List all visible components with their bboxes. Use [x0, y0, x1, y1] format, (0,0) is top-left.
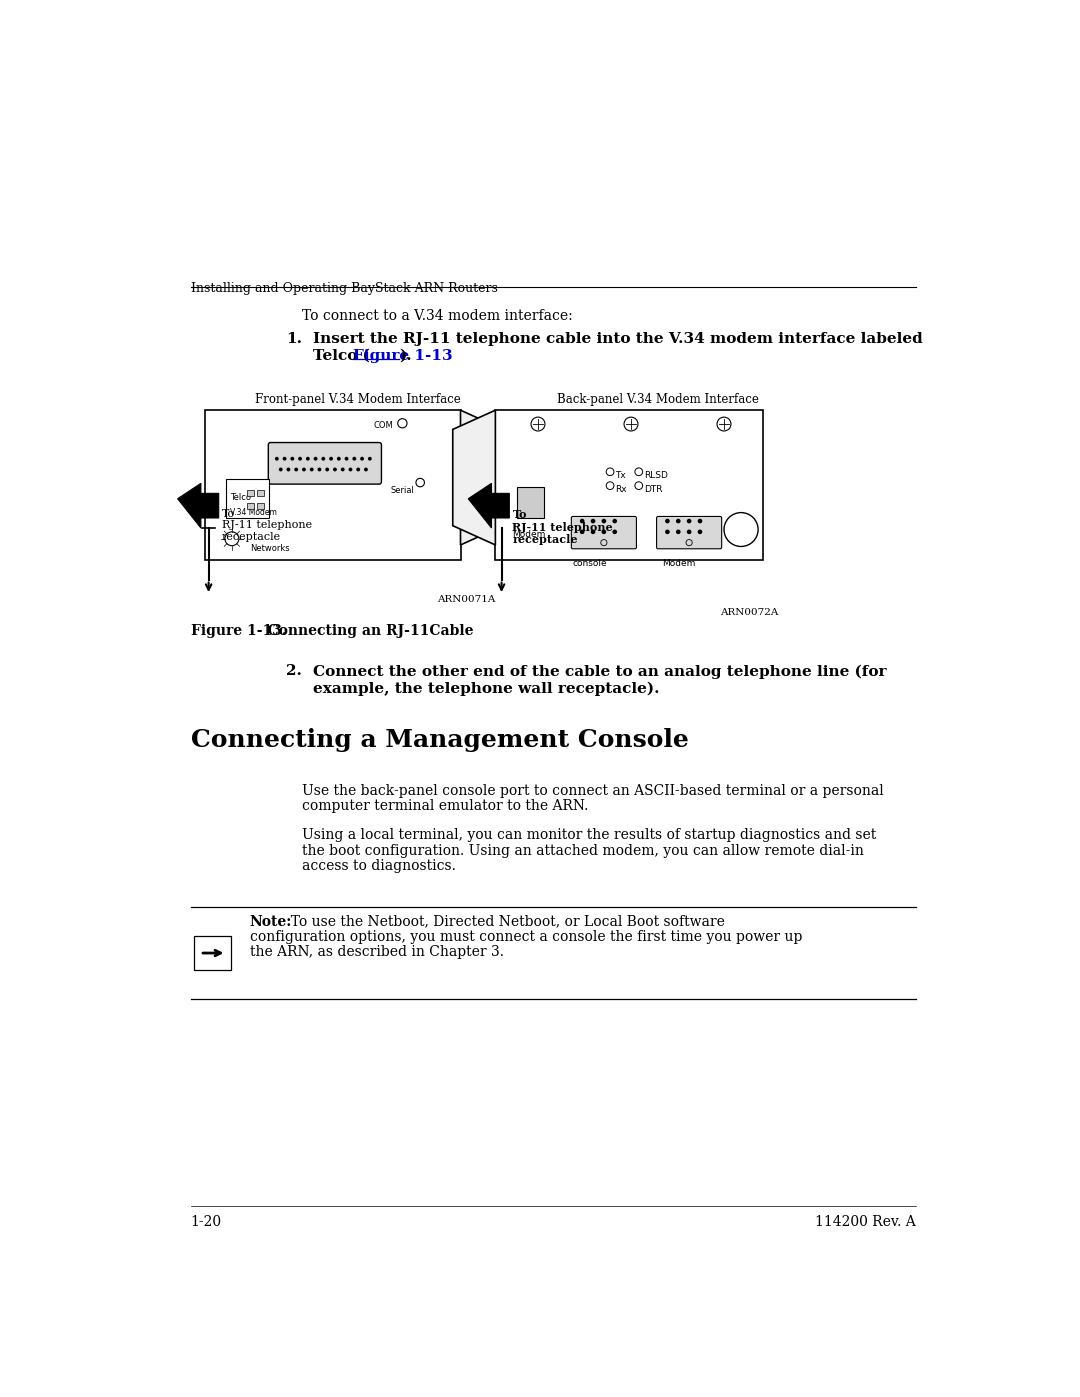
- Circle shape: [687, 529, 691, 534]
- Bar: [205, 411, 460, 560]
- Text: computer terminal emulator to the ARN.: computer terminal emulator to the ARN.: [301, 799, 588, 813]
- Circle shape: [368, 457, 372, 461]
- Text: configuration options, you must connect a console the first time you power up: configuration options, you must connect …: [249, 930, 802, 944]
- Circle shape: [612, 518, 617, 524]
- Circle shape: [286, 468, 291, 471]
- Circle shape: [360, 457, 364, 461]
- Circle shape: [665, 518, 670, 524]
- Bar: [257, 503, 264, 509]
- Text: Connecting a Management Console: Connecting a Management Console: [191, 728, 689, 752]
- Text: To use the Netboot, Directed Netboot, or Local Boot software: To use the Netboot, Directed Netboot, or…: [282, 915, 725, 929]
- Polygon shape: [177, 483, 218, 528]
- Text: Networks: Networks: [249, 545, 289, 553]
- Polygon shape: [460, 411, 503, 545]
- Text: Telco: Telco: [230, 493, 251, 502]
- Text: Connecting an RJ-11Cable: Connecting an RJ-11Cable: [248, 624, 474, 638]
- Circle shape: [310, 468, 313, 471]
- Bar: [496, 411, 762, 560]
- Text: Modem: Modem: [662, 559, 696, 567]
- Text: access to diagnostics.: access to diagnostics.: [301, 859, 456, 873]
- Bar: [247, 503, 254, 509]
- Text: 2.: 2.: [286, 665, 302, 679]
- Text: Front-panel V.34 Modem Interface: Front-panel V.34 Modem Interface: [255, 393, 461, 407]
- Circle shape: [291, 457, 294, 461]
- Circle shape: [322, 457, 325, 461]
- Circle shape: [275, 457, 279, 461]
- Text: Modem: Modem: [512, 529, 545, 538]
- Text: console: console: [572, 559, 607, 567]
- Circle shape: [676, 518, 680, 524]
- Text: Tx: Tx: [616, 471, 626, 481]
- Polygon shape: [469, 483, 510, 528]
- Circle shape: [665, 529, 670, 534]
- Text: RLSD: RLSD: [644, 471, 669, 481]
- Text: Using a local terminal, you can monitor the results of startup diagnostics and s: Using a local terminal, you can monitor …: [301, 828, 876, 842]
- Text: V.34 Modem: V.34 Modem: [230, 509, 276, 517]
- Text: 1.: 1.: [286, 331, 302, 345]
- Circle shape: [345, 457, 349, 461]
- Text: Rx: Rx: [616, 485, 627, 495]
- Circle shape: [306, 457, 310, 461]
- Text: 1-20: 1-20: [191, 1215, 221, 1229]
- Circle shape: [318, 468, 322, 471]
- Circle shape: [313, 457, 318, 461]
- Circle shape: [602, 518, 606, 524]
- Circle shape: [341, 468, 345, 471]
- Circle shape: [591, 518, 595, 524]
- Text: Figure 1-13: Figure 1-13: [353, 349, 453, 363]
- Bar: [247, 490, 254, 496]
- Circle shape: [279, 468, 283, 471]
- Text: DTR: DTR: [644, 485, 663, 495]
- Circle shape: [580, 518, 584, 524]
- Circle shape: [698, 518, 702, 524]
- Text: Telco (: Telco (: [313, 349, 370, 363]
- Text: To
RJ-11 telephone
receptacle: To RJ-11 telephone receptacle: [512, 509, 613, 545]
- FancyBboxPatch shape: [268, 443, 381, 485]
- Text: Use the back-panel console port to connect an ASCII-based terminal or a personal: Use the back-panel console port to conne…: [301, 784, 883, 798]
- Circle shape: [349, 468, 352, 471]
- Text: Installing and Operating BayStack ARN Routers: Installing and Operating BayStack ARN Ro…: [191, 282, 498, 295]
- FancyBboxPatch shape: [657, 517, 721, 549]
- Text: To
RJ-11 telephone
receptacle: To RJ-11 telephone receptacle: [221, 509, 312, 542]
- Text: ARN0072A: ARN0072A: [720, 608, 779, 617]
- Text: 114200 Rev. A: 114200 Rev. A: [815, 1215, 916, 1229]
- Bar: [517, 488, 544, 518]
- Text: Connect the other end of the cable to an analog telephone line (for: Connect the other end of the cable to an…: [313, 665, 887, 679]
- Text: To connect to a V.34 modem interface:: To connect to a V.34 modem interface:: [301, 309, 572, 323]
- Circle shape: [352, 457, 356, 461]
- Text: Note:: Note:: [249, 915, 292, 929]
- Circle shape: [698, 529, 702, 534]
- Bar: [194, 936, 231, 970]
- Circle shape: [333, 468, 337, 471]
- Text: ).: ).: [400, 349, 411, 363]
- Text: COM: COM: [374, 420, 393, 430]
- Text: the boot configuration. Using an attached modem, you can allow remote dial-in: the boot configuration. Using an attache…: [301, 844, 864, 858]
- Text: Serial: Serial: [390, 486, 414, 495]
- Circle shape: [302, 468, 306, 471]
- Circle shape: [294, 468, 298, 471]
- Circle shape: [687, 518, 691, 524]
- Circle shape: [591, 529, 595, 534]
- Circle shape: [329, 457, 333, 461]
- Text: ARN0071A: ARN0071A: [437, 595, 496, 604]
- Circle shape: [356, 468, 360, 471]
- Bar: [227, 479, 269, 518]
- Circle shape: [612, 529, 617, 534]
- Circle shape: [602, 529, 606, 534]
- Circle shape: [580, 529, 584, 534]
- Polygon shape: [453, 411, 496, 545]
- Circle shape: [337, 457, 341, 461]
- Text: example, the telephone wall receptacle).: example, the telephone wall receptacle).: [313, 682, 660, 696]
- Circle shape: [283, 457, 286, 461]
- Circle shape: [676, 529, 680, 534]
- Text: Figure 1-13.: Figure 1-13.: [191, 624, 286, 638]
- Text: Insert the RJ-11 telephone cable into the V.34 modem interface labeled: Insert the RJ-11 telephone cable into th…: [313, 331, 923, 345]
- Circle shape: [325, 468, 329, 471]
- Circle shape: [364, 468, 368, 471]
- Text: Back-panel V.34 Modem Interface: Back-panel V.34 Modem Interface: [557, 393, 759, 407]
- FancyBboxPatch shape: [571, 517, 636, 549]
- Circle shape: [298, 457, 302, 461]
- Bar: [257, 490, 264, 496]
- Text: the ARN, as described in Chapter 3.: the ARN, as described in Chapter 3.: [249, 946, 503, 960]
